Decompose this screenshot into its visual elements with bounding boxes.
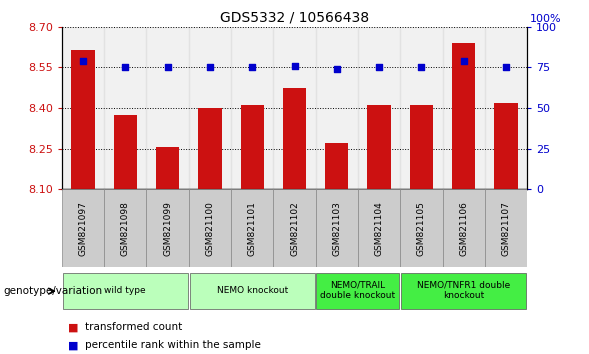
Point — [205, 64, 214, 70]
Text: GSM821105: GSM821105 — [417, 201, 426, 256]
Bar — [114, 115, 137, 189]
Bar — [368, 105, 391, 189]
Point — [121, 64, 130, 70]
Point — [163, 64, 173, 70]
Bar — [442, 189, 485, 267]
Text: GSM821107: GSM821107 — [501, 201, 511, 256]
Text: GSM821102: GSM821102 — [290, 201, 299, 256]
Text: 100%: 100% — [530, 14, 561, 24]
Text: GSM821104: GSM821104 — [375, 201, 383, 256]
Text: GDS5332 / 10566438: GDS5332 / 10566438 — [220, 11, 369, 25]
Point — [290, 63, 299, 68]
Bar — [485, 27, 527, 189]
Text: ■: ■ — [68, 340, 78, 350]
Bar — [401, 27, 442, 189]
Bar — [485, 189, 527, 267]
Text: NEMO/TRAIL
double knockout: NEMO/TRAIL double knockout — [320, 281, 396, 300]
Point — [247, 64, 257, 70]
Text: genotype/variation: genotype/variation — [3, 286, 102, 296]
Text: GSM821098: GSM821098 — [121, 201, 130, 256]
Bar — [452, 43, 475, 189]
Bar — [410, 105, 433, 189]
Bar — [147, 189, 188, 267]
Bar — [240, 105, 264, 189]
Bar — [316, 273, 399, 309]
Bar — [188, 27, 231, 189]
Bar — [401, 273, 527, 309]
Point — [459, 58, 468, 64]
Bar — [62, 273, 188, 309]
Bar — [62, 27, 104, 189]
Bar — [198, 108, 221, 189]
Bar — [71, 50, 95, 189]
Point — [501, 64, 511, 70]
Text: ■: ■ — [68, 322, 78, 332]
Bar — [273, 189, 316, 267]
Bar — [442, 27, 485, 189]
Bar — [494, 103, 518, 189]
Bar — [273, 27, 316, 189]
Text: GSM821106: GSM821106 — [459, 201, 468, 256]
Point — [78, 58, 88, 64]
Text: GSM821099: GSM821099 — [163, 201, 172, 256]
Text: wild type: wild type — [104, 286, 146, 295]
Bar — [325, 143, 349, 189]
Text: GSM821101: GSM821101 — [248, 201, 257, 256]
Bar — [190, 273, 315, 309]
Bar — [104, 189, 147, 267]
Bar — [156, 147, 179, 189]
Text: GSM821100: GSM821100 — [206, 201, 214, 256]
Bar — [358, 27, 401, 189]
Bar — [316, 189, 358, 267]
Bar — [283, 87, 306, 189]
Point — [416, 64, 426, 70]
Bar — [316, 27, 358, 189]
Point — [332, 66, 342, 72]
Text: percentile rank within the sample: percentile rank within the sample — [85, 340, 262, 350]
Text: NEMO/TNFR1 double
knockout: NEMO/TNFR1 double knockout — [417, 281, 510, 300]
Bar — [231, 27, 273, 189]
Bar — [147, 27, 188, 189]
Bar — [104, 27, 147, 189]
Text: GSM821103: GSM821103 — [332, 201, 341, 256]
Bar — [231, 189, 273, 267]
Bar — [401, 189, 442, 267]
Text: transformed count: transformed count — [85, 322, 183, 332]
Text: NEMO knockout: NEMO knockout — [217, 286, 288, 295]
Bar — [358, 189, 401, 267]
Point — [375, 64, 384, 70]
Text: GSM821097: GSM821097 — [78, 201, 88, 256]
Bar — [188, 189, 231, 267]
Bar — [62, 189, 104, 267]
